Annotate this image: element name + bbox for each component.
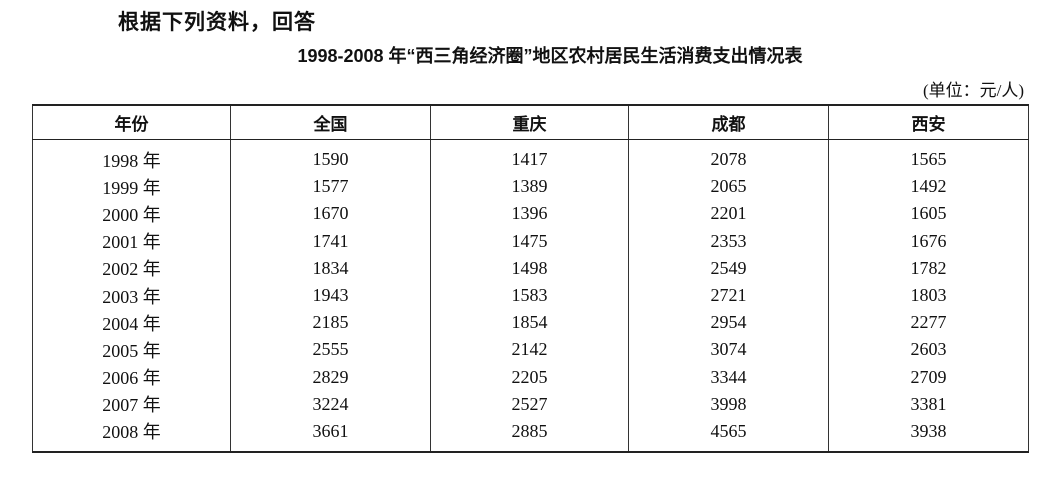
value-cell: 2885 xyxy=(430,417,629,454)
value-cell: 3938 xyxy=(828,417,1029,454)
year-cell: 2001 年 xyxy=(32,227,231,255)
column-header: 全国 xyxy=(230,104,431,140)
value-cell: 1676 xyxy=(828,227,1029,255)
year-cell: 2003 年 xyxy=(32,281,231,310)
column-header: 成都 xyxy=(628,104,829,140)
value-cell: 2829 xyxy=(230,363,431,391)
value-cell: 1565 xyxy=(828,139,1029,174)
value-cell: 1605 xyxy=(828,200,1029,228)
year-cell: 1999 年 xyxy=(32,173,231,201)
value-cell: 1943 xyxy=(230,281,431,310)
value-cell: 1577 xyxy=(230,173,431,201)
value-cell: 1854 xyxy=(430,309,629,337)
year-cell: 2005 年 xyxy=(32,336,231,364)
value-cell: 2185 xyxy=(230,309,431,337)
value-cell: 1396 xyxy=(430,200,629,228)
table-row: 2005 年 2555 2142 3074 2603 xyxy=(32,336,1029,364)
year-cell: 2008 年 xyxy=(32,417,231,454)
value-cell: 3344 xyxy=(628,363,829,391)
year-cell: 1998 年 xyxy=(32,139,231,174)
value-cell: 2142 xyxy=(430,336,629,364)
value-cell: 2555 xyxy=(230,336,431,364)
value-cell: 1475 xyxy=(430,227,629,255)
header-row: 年份 全国 重庆 成都 西安 xyxy=(32,104,1029,140)
year-cell: 2007 年 xyxy=(32,390,231,418)
value-cell: 2603 xyxy=(828,336,1029,364)
table-row: 2001 年 1741 1475 2353 1676 xyxy=(32,227,1029,255)
year-cell: 2002 年 xyxy=(32,254,231,282)
value-cell: 3074 xyxy=(628,336,829,364)
table-row: 2003 年 1943 1583 2721 1803 xyxy=(32,281,1029,310)
value-cell: 2527 xyxy=(430,390,629,418)
value-cell: 2201 xyxy=(628,200,829,228)
value-cell: 1492 xyxy=(828,173,1029,201)
question-heading: 根据下列资料，回答 xyxy=(118,11,316,34)
value-cell: 1741 xyxy=(230,227,431,255)
value-cell: 2277 xyxy=(828,309,1029,337)
year-cell: 2004 年 xyxy=(32,309,231,337)
value-cell: 3661 xyxy=(230,417,431,454)
year-cell: 2000 年 xyxy=(32,200,231,228)
value-cell: 2721 xyxy=(628,281,829,310)
table-row: 2008 年 3661 2885 4565 3938 xyxy=(32,417,1029,454)
value-cell: 2954 xyxy=(628,309,829,337)
column-header: 年份 xyxy=(32,104,231,140)
value-cell: 3224 xyxy=(230,390,431,418)
value-cell: 1498 xyxy=(430,254,629,282)
value-cell: 1782 xyxy=(828,254,1029,282)
value-cell: 2065 xyxy=(628,173,829,201)
value-cell: 2353 xyxy=(628,227,829,255)
table-row: 2002 年 1834 1498 2549 1782 xyxy=(32,254,1029,282)
unit-label: (单位：元/人) xyxy=(922,81,1024,100)
column-header: 西安 xyxy=(828,104,1029,140)
value-cell: 1803 xyxy=(828,281,1029,310)
value-cell: 1834 xyxy=(230,254,431,282)
column-header: 重庆 xyxy=(430,104,629,140)
table-row: 2007 年 3224 2527 3998 3381 xyxy=(32,390,1029,418)
value-cell: 2078 xyxy=(628,139,829,174)
value-cell: 2549 xyxy=(628,254,829,282)
table-row: 2004 年 2185 1854 2954 2277 xyxy=(32,309,1029,337)
table-row: 1999 年 1577 1389 2065 1492 xyxy=(32,173,1029,201)
value-cell: 3998 xyxy=(628,390,829,418)
value-cell: 1389 xyxy=(430,173,629,201)
value-cell: 3381 xyxy=(828,390,1029,418)
value-cell: 1590 xyxy=(230,139,431,174)
year-cell: 2006 年 xyxy=(32,363,231,391)
value-cell: 2709 xyxy=(828,363,1029,391)
value-cell: 2205 xyxy=(430,363,629,391)
table-row: 2000 年 1670 1396 2201 1605 xyxy=(32,200,1029,228)
value-cell: 1583 xyxy=(430,281,629,310)
table-title: 1998-2008 年“西三角经济圈”地区农村居民生活消费支出情况表 xyxy=(297,46,803,66)
value-cell: 1670 xyxy=(230,200,431,228)
value-cell: 1417 xyxy=(430,139,629,174)
table-row: 1998 年 1590 1417 2078 1565 xyxy=(32,139,1029,174)
table-row: 2006 年 2829 2205 3344 2709 xyxy=(32,363,1029,391)
value-cell: 4565 xyxy=(628,417,829,454)
